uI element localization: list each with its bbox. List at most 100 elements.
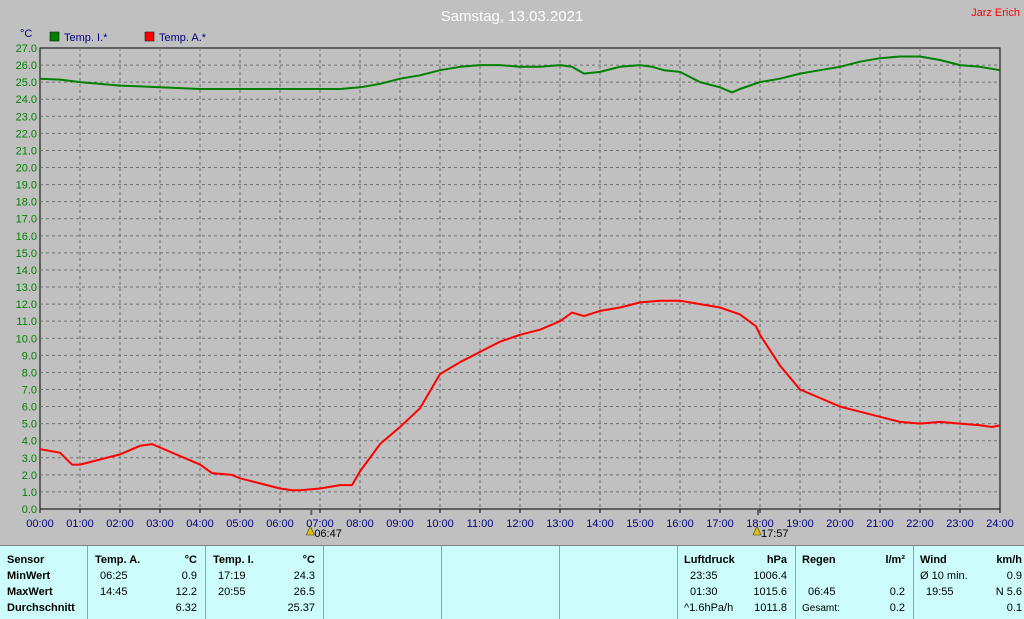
- temp-i-min-time: 17:19: [218, 570, 246, 582]
- x-tick-label: 05:00: [226, 518, 254, 530]
- x-tick-label: 16:00: [666, 518, 694, 530]
- series-lines: [39, 55, 1001, 492]
- y-tick-label: 18.0: [16, 197, 37, 209]
- pressure-header: Luftdruck: [684, 554, 735, 566]
- rain-max-value: 0.2: [889, 586, 905, 598]
- y-tick-label: 1.0: [22, 487, 37, 499]
- x-tick-label: 14:00: [586, 518, 614, 530]
- author-label: Jarz Erich: [971, 7, 1020, 19]
- stats-rain-column: Regen l/m² 06:45 0.2 Gesamt: 0.2: [796, 546, 914, 619]
- temp-a-max-value: 12.2: [175, 586, 197, 598]
- stats-max-label: MaxWert: [7, 586, 53, 598]
- x-tick-label: 23:00: [946, 518, 974, 530]
- y-tick-label: 24.0: [16, 94, 37, 106]
- y-axis-unit: °C: [20, 28, 32, 40]
- temp-i-unit: °C: [302, 554, 315, 566]
- x-tick-label: 15:00: [626, 518, 654, 530]
- indoor-temperature-line: [39, 55, 1001, 94]
- y-tick-label: 5.0: [22, 419, 37, 431]
- y-axis: 0.0 1.0 2.0 3.0 4.0 5.0 6.0 7.0 8.0 9.0 10.0 11.0 12…: [16, 43, 37, 516]
- y-tick-label: 12.0: [16, 299, 37, 311]
- temp-a-min-value: 0.9: [181, 570, 197, 582]
- temp-a-average: 6.32: [175, 602, 197, 614]
- rain-total-label: Gesamt:: [802, 603, 840, 614]
- y-tick-label: 20.0: [16, 163, 37, 175]
- x-tick-label: 01:00: [66, 518, 94, 530]
- temp-i-average: 25.37: [287, 602, 315, 614]
- y-tick-label: 0.0: [22, 504, 37, 516]
- chart-title: Samstag, 13.03.2021: [441, 8, 584, 25]
- stats-avg-label: Durchschnitt: [7, 602, 75, 614]
- temp-i-header: Temp. I.: [213, 554, 254, 566]
- y-tick-label: 22.0: [16, 128, 37, 140]
- temp-a-unit: °C: [184, 554, 197, 566]
- rain-unit: l/m²: [885, 554, 905, 566]
- sun-annotations: 06:47 17:57: [305, 509, 789, 540]
- y-tick-label: 3.0: [22, 453, 37, 465]
- outdoor-temperature-line: [39, 299, 1001, 492]
- pressure-trend: ^1.6hPa/h: [684, 602, 734, 614]
- wind-max-time: 19:55: [926, 586, 954, 598]
- y-tick-label: 16.0: [16, 231, 37, 243]
- stats-sensor-header: Sensor: [7, 554, 45, 566]
- stats-labels-column: Sensor MinWert MaxWert Durchschnitt: [0, 546, 88, 619]
- legend-outdoor-swatch: [144, 31, 155, 42]
- y-tick-label: 25.0: [16, 77, 37, 89]
- x-tick-label: 09:00: [386, 518, 414, 530]
- stats-temp-i-column: Temp. I. °C 17:19 24.3 20:55 26.5 25.37: [206, 546, 324, 619]
- y-tick-label: 7.0: [22, 384, 37, 396]
- x-tick-label: 22:00: [906, 518, 934, 530]
- pressure-unit: hPa: [766, 554, 787, 566]
- wind-avg-value: 0.9: [1006, 570, 1022, 582]
- x-tick-label: 21:00: [866, 518, 894, 530]
- pressure-min-time: 23:35: [690, 570, 718, 582]
- annotation-time-label: 17:57: [761, 528, 789, 540]
- stats-empty-column: [442, 546, 560, 619]
- temp-i-max-value: 26.5: [293, 586, 315, 598]
- y-tick-label: 13.0: [16, 282, 37, 294]
- temp-a-min-time: 06:25: [100, 570, 128, 582]
- y-tick-label: 19.0: [16, 180, 37, 192]
- wind-avg-label: Ø 10 min.: [920, 570, 968, 582]
- legend-outdoor-label: Temp. A.*: [159, 32, 207, 44]
- y-tick-label: 2.0: [22, 470, 37, 482]
- x-tick-label: 18:00: [746, 518, 774, 530]
- x-tick-label: 04:00: [186, 518, 214, 530]
- temp-a-max-time: 14:45: [100, 586, 128, 598]
- pressure-min-value: 1006.4: [753, 570, 787, 582]
- x-axis: 00:00 01:00 02:00 03:00 04:00 05:00 06:00 07:00…: [26, 509, 1014, 530]
- y-tick-label: 17.0: [16, 214, 37, 226]
- x-tick-label: 10:00: [426, 518, 454, 530]
- sunrise-icon: [305, 525, 315, 536]
- x-tick-label: 03:00: [146, 518, 174, 530]
- legend-indoor-swatch: [49, 31, 60, 42]
- pressure-average: 1011.8: [754, 602, 787, 614]
- pressure-max-time: 01:30: [690, 586, 718, 598]
- y-tick-label: 6.0: [22, 402, 37, 414]
- wind-max-value: N 5.6: [995, 586, 1022, 598]
- y-tick-label: 27.0: [16, 43, 37, 55]
- stats-empty-column: [324, 546, 442, 619]
- x-tick-label: 11:00: [467, 518, 494, 530]
- x-tick-label: 12:00: [506, 518, 534, 530]
- legend: Temp. I.* Temp. A.*: [49, 31, 207, 44]
- annotation-time-label: 06:47: [314, 528, 342, 540]
- temperature-chart: Samstag, 13.03.2021 Jarz Erich °C Temp. …: [16, 7, 1020, 540]
- statistics-panel: Sensor MinWert MaxWert Durchschnitt Temp…: [0, 545, 1024, 619]
- wind-unit: km/h: [996, 554, 1022, 566]
- x-tick-label: 24:00: [986, 518, 1014, 530]
- stats-temp-a-column: Temp. A. °C 06:25 0.9 14:45 12.2 6.32: [88, 546, 206, 619]
- grid-lines: [40, 48, 1000, 509]
- temp-i-max-time: 20:55: [218, 586, 246, 598]
- y-tick-label: 8.0: [22, 367, 37, 379]
- rain-header: Regen: [802, 554, 836, 566]
- y-tick-label: 26.0: [16, 60, 37, 72]
- temp-i-min-value: 24.3: [293, 570, 315, 582]
- temp-a-header: Temp. A.: [95, 554, 141, 566]
- stats-min-label: MinWert: [7, 570, 51, 582]
- stats-pressure-column: Luftdruck hPa 23:35 1006.4 01:30 1015.6 …: [678, 546, 796, 619]
- y-tick-label: 14.0: [16, 265, 37, 277]
- x-tick-label: 17:00: [706, 518, 734, 530]
- pressure-max-value: 1015.6: [753, 586, 787, 598]
- x-tick-label: 00:00: [26, 518, 54, 530]
